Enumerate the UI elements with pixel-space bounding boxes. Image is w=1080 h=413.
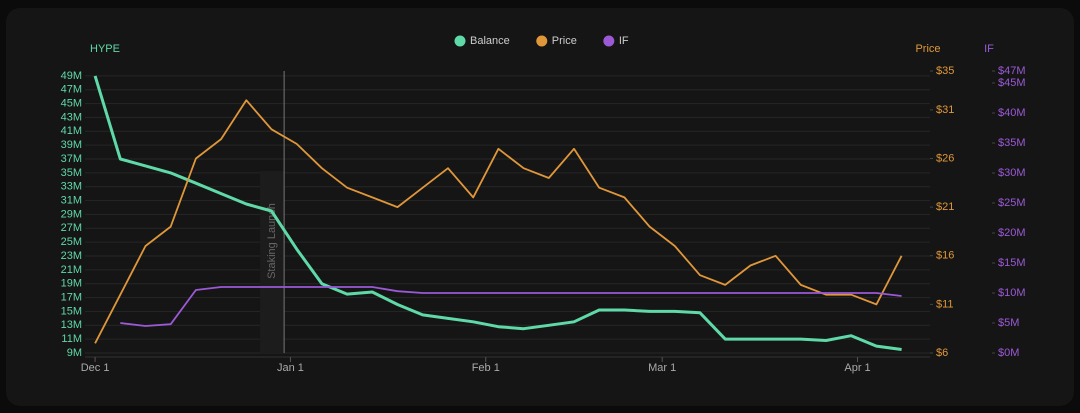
- panel: [6, 8, 1074, 406]
- y2-tick-label: $16: [936, 250, 954, 262]
- series-line: [94, 99, 903, 344]
- annotation-band: [260, 171, 285, 353]
- annotation-label: Staking Launch: [266, 203, 278, 279]
- y-tick-label: 45M: [61, 97, 82, 109]
- right2-axis-title: IF: [984, 43, 994, 55]
- x-tick-label: Jan 1: [277, 362, 304, 374]
- x-tick-label: Dec 1: [81, 362, 110, 374]
- legend-marker: [603, 35, 615, 47]
- y-tick-label: 49M: [61, 70, 82, 82]
- y-tick-label: 41M: [61, 125, 82, 137]
- y3-tick-label: $35M: [998, 137, 1026, 149]
- y-tick-label: 33M: [61, 181, 82, 193]
- left-axis-title: HYPE: [90, 43, 120, 55]
- y-tick-label: 39M: [61, 139, 82, 151]
- series-line: [93, 75, 902, 351]
- y-tick-label: 27M: [61, 222, 82, 234]
- y-tick-label: 23M: [61, 250, 82, 262]
- y3-tick-label: $20M: [998, 227, 1026, 239]
- y3-tick-label: $47M: [998, 65, 1026, 77]
- right-axis-title: Price: [915, 43, 940, 55]
- y-tick-label: 29M: [61, 208, 82, 220]
- x-tick-label: Apr 1: [844, 362, 870, 374]
- y3-tick-label: $30M: [998, 167, 1026, 179]
- y-tick-label: 11M: [61, 333, 82, 345]
- y-tick-label: 17M: [61, 291, 82, 303]
- y-tick-label: 9M: [67, 347, 82, 359]
- y2-tick-label: $21: [936, 201, 954, 213]
- y-tick-label: 15M: [61, 305, 82, 317]
- series-line: [120, 286, 902, 327]
- y-tick-label: 43M: [61, 111, 82, 123]
- legend-marker: [536, 35, 548, 47]
- y2-tick-label: $31: [936, 104, 954, 116]
- x-tick-label: Feb 1: [472, 362, 500, 374]
- legend-label: Balance: [470, 35, 510, 47]
- x-tick-label: Mar 1: [648, 362, 676, 374]
- legend-marker: [454, 35, 466, 47]
- y2-tick-label: $11: [936, 298, 954, 310]
- y-tick-label: 31M: [61, 194, 82, 206]
- y3-tick-label: $25M: [998, 197, 1026, 209]
- y2-tick-label: $26: [936, 152, 954, 164]
- y2-tick-label: $35: [936, 65, 954, 77]
- y3-tick-label: $0M: [998, 347, 1019, 359]
- y3-tick-label: $45M: [998, 77, 1026, 89]
- y-tick-label: 37M: [61, 153, 82, 165]
- y3-tick-label: $15M: [998, 257, 1026, 269]
- y3-tick-label: $40M: [998, 107, 1026, 119]
- y3-tick-label: $5M: [998, 317, 1019, 329]
- legend-label: Price: [552, 35, 577, 47]
- y-tick-label: 19M: [61, 278, 82, 290]
- y-tick-label: 25M: [61, 236, 82, 248]
- y2-tick-label: $6: [936, 347, 948, 359]
- y3-tick-label: $10M: [998, 287, 1026, 299]
- y-tick-label: 13M: [61, 319, 82, 331]
- legend-label: IF: [619, 35, 629, 47]
- y-tick-label: 35M: [61, 167, 82, 179]
- y-tick-label: 21M: [61, 264, 82, 276]
- y-tick-label: 47M: [61, 84, 82, 96]
